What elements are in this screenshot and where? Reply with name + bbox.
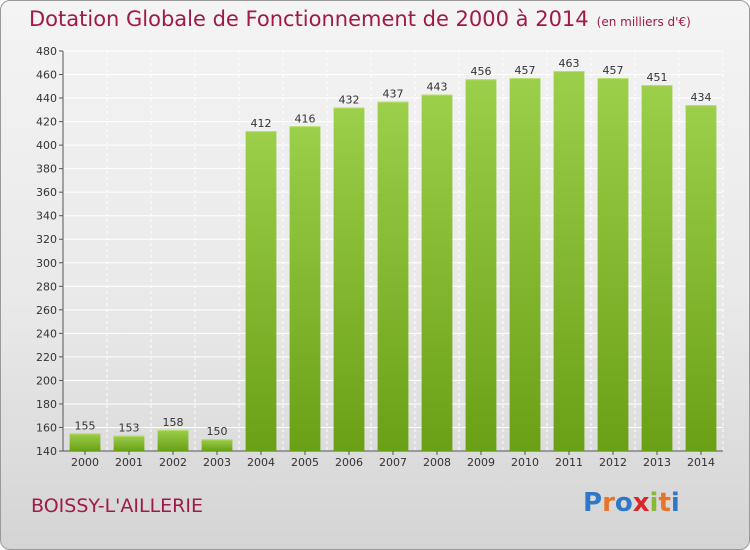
chart-title: Dotation Globale de Fonctionnement de 20… (29, 7, 691, 31)
value-label: 457 (603, 64, 624, 77)
y-tick-label: 160 (36, 421, 57, 434)
y-tick-label: 360 (36, 186, 57, 199)
y-tick-label: 180 (36, 398, 57, 411)
x-tick-label: 2013 (643, 456, 671, 469)
x-tick-label: 2009 (467, 456, 495, 469)
title-unit: (en milliers d'€) (596, 15, 691, 29)
logo-letter: t (658, 488, 671, 518)
y-tick-label: 140 (36, 445, 57, 458)
logo-letter: i (649, 488, 659, 518)
y-tick-labels: 140 160 180 200 220 240 260 280 300 320 340 360 380 4… (36, 45, 57, 458)
y-tick-label: 400 (36, 139, 57, 152)
value-label: 432 (339, 93, 360, 106)
y-tick-label: 260 (36, 304, 57, 317)
bar (201, 439, 233, 451)
x-tick-label: 2001 (115, 456, 143, 469)
y-tick-label: 460 (36, 69, 57, 82)
bar (377, 101, 409, 452)
y-tick-label: 280 (36, 280, 57, 293)
value-label: 457 (515, 64, 536, 77)
x-tick-label: 2007 (379, 456, 407, 469)
logo-letter: i (670, 488, 680, 518)
y-tick-label: 300 (36, 257, 57, 270)
value-label: 158 (163, 416, 184, 429)
bar (685, 105, 717, 451)
y-tick-label: 480 (36, 45, 57, 58)
x-tick-label: 2011 (555, 456, 583, 469)
x-tick-label: 2004 (247, 456, 275, 469)
logo-letter: r (602, 488, 615, 518)
y-tick-label: 320 (36, 233, 57, 246)
logo-letter: P (583, 488, 603, 518)
value-label: 153 (119, 422, 140, 435)
bar (289, 126, 321, 451)
value-label: 463 (559, 57, 580, 70)
bar (553, 71, 585, 451)
x-tick-label: 2000 (71, 456, 99, 469)
value-label: 416 (295, 112, 316, 125)
logo-letter: x (632, 488, 650, 518)
y-tick-label: 420 (36, 116, 57, 129)
x-tick-label: 2003 (203, 456, 231, 469)
bar (421, 94, 453, 451)
commune-name: BOISSY-L'AILLERIE (31, 495, 203, 517)
value-label: 155 (75, 419, 96, 432)
title-text: Dotation Globale de Fonctionnement de 20… (29, 7, 589, 31)
x-tick-label: 2006 (335, 456, 363, 469)
bars (69, 71, 717, 452)
bar (113, 435, 145, 451)
value-labels: 155 153 158 150 412 416 432 437 443 456 457 463 457 4… (75, 57, 712, 438)
x-tick-label: 2008 (423, 456, 451, 469)
y-tick-label: 380 (36, 163, 57, 176)
bar (69, 433, 101, 451)
value-label: 451 (647, 71, 668, 84)
logo-letter: o (614, 488, 633, 518)
value-label: 437 (383, 88, 404, 101)
value-label: 412 (251, 117, 272, 130)
bar (333, 107, 365, 452)
x-tick-label: 2002 (159, 456, 187, 469)
bar (597, 78, 629, 451)
y-tick-label: 220 (36, 351, 57, 364)
y-tick-label: 440 (36, 92, 57, 105)
x-tick-label: 2014 (687, 456, 715, 469)
value-label: 434 (691, 91, 712, 104)
x-tick-label: 2012 (599, 456, 627, 469)
value-label: 456 (471, 65, 492, 78)
y-tick-label: 200 (36, 374, 57, 387)
x-tick-label: 2005 (291, 456, 319, 469)
value-label: 443 (427, 81, 448, 94)
y-tick-label: 340 (36, 210, 57, 223)
bar (245, 131, 277, 451)
x-tick-label: 2010 (511, 456, 539, 469)
bar (509, 78, 541, 451)
proxiti-logo: Proxiti (583, 488, 680, 518)
bar (641, 85, 673, 451)
x-tick-labels: 2000 2001 2002 2003 2004 2005 2006 2007 2008 2009… (71, 456, 715, 469)
y-tick-label: 240 (36, 327, 57, 340)
value-label: 150 (207, 425, 228, 438)
bar (465, 79, 497, 451)
bar (157, 429, 189, 451)
